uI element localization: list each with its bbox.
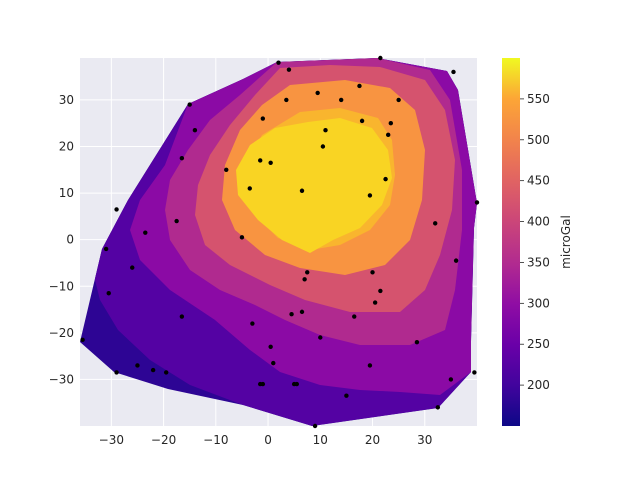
sample-point — [323, 128, 328, 133]
sample-point — [367, 363, 373, 368]
y-tick-label: 30 — [59, 93, 74, 107]
colorbar-label: microGal — [559, 215, 573, 269]
sample-point — [451, 69, 456, 75]
sample-point — [302, 277, 307, 282]
sample-point — [312, 423, 318, 429]
x-axis-ticks: −30 −20 −10 0 10 20 30 — [99, 433, 433, 447]
x-tick-label: 10 — [313, 433, 328, 447]
sample-point — [260, 116, 266, 121]
sample-point — [143, 230, 148, 235]
sample-point — [135, 363, 140, 368]
x-tick-label: 30 — [417, 433, 432, 447]
sample-point — [258, 381, 263, 387]
sample-point — [258, 158, 263, 163]
sample-point — [179, 314, 185, 319]
sample-point — [247, 186, 252, 191]
sample-point — [289, 312, 294, 317]
sample-point — [378, 55, 383, 61]
sample-point — [271, 360, 276, 366]
sample-point — [114, 207, 119, 212]
sample-point — [383, 176, 388, 182]
sample-point — [103, 246, 109, 252]
sample-point — [357, 83, 362, 89]
sample-point — [453, 258, 459, 263]
sample-point — [80, 337, 85, 343]
y-tick-label: 0 — [66, 233, 74, 247]
colorbar-tick-label: 500 — [527, 133, 550, 147]
sample-point — [187, 102, 192, 107]
sample-point — [276, 60, 281, 65]
contour-band-level-8 — [236, 118, 392, 253]
sample-point — [299, 188, 305, 193]
sample-point — [286, 67, 292, 72]
sample-point — [320, 144, 326, 149]
contour-fills — [80, 58, 477, 426]
sample-point — [388, 121, 394, 126]
sample-point — [106, 291, 111, 296]
sample-point — [268, 344, 273, 350]
sample-point — [359, 118, 365, 124]
sample-point — [435, 405, 441, 410]
sample-point — [114, 370, 119, 375]
sample-point — [378, 288, 383, 294]
sample-point — [130, 265, 135, 270]
sample-point — [472, 370, 477, 375]
sample-point — [338, 97, 344, 103]
sample-point — [344, 393, 349, 398]
colorbar-tick-label: 200 — [527, 378, 550, 392]
x-tick-label: 20 — [365, 433, 380, 447]
colorbar-tick-label: 250 — [527, 337, 550, 351]
colorbar-tick-label: 550 — [527, 92, 550, 106]
sample-point — [284, 97, 289, 103]
x-tick-label: −20 — [151, 433, 176, 447]
sample-point — [318, 335, 323, 340]
sample-point — [305, 270, 310, 275]
x-tick-label: −10 — [203, 433, 228, 447]
sample-point — [174, 218, 179, 224]
sample-point — [268, 160, 273, 166]
sample-point — [372, 300, 378, 305]
sample-point — [250, 321, 255, 326]
colorbar-tick-label: 450 — [527, 174, 550, 188]
sample-point — [370, 270, 375, 275]
sample-point — [294, 381, 299, 387]
sample-point — [448, 377, 454, 382]
sample-point — [192, 128, 198, 133]
sample-point — [315, 90, 320, 96]
sample-point — [367, 193, 373, 198]
sample-point — [150, 367, 156, 373]
sample-point — [385, 132, 391, 138]
sample-point — [433, 221, 438, 226]
sample-points — [80, 55, 480, 429]
sample-point — [239, 235, 245, 240]
colorbar-tick-label: 400 — [527, 215, 550, 229]
colorbar-ticks: 200 250 300 350 400 450 500 550 — [520, 92, 550, 392]
y-tick-label: 10 — [59, 186, 74, 200]
y-tick-label: −30 — [49, 372, 74, 386]
y-axis-ticks: −30 −20 −10 0 10 20 30 — [49, 93, 74, 386]
y-tick-label: −10 — [49, 279, 74, 293]
sample-point — [179, 155, 185, 161]
colorbar-tick-label: 350 — [527, 255, 550, 269]
colorbar-tick-label: 300 — [527, 296, 550, 310]
y-tick-label: −20 — [49, 326, 74, 340]
sample-point — [396, 97, 401, 103]
x-tick-label: −30 — [99, 433, 124, 447]
y-tick-label: 20 — [59, 140, 74, 154]
sample-point — [352, 314, 357, 319]
colorbar — [502, 58, 520, 426]
sample-point — [224, 167, 229, 172]
x-tick-label: 0 — [264, 433, 272, 447]
sample-point — [163, 370, 169, 375]
sample-point — [414, 339, 420, 345]
sample-point — [299, 309, 305, 315]
sample-point — [474, 200, 480, 205]
